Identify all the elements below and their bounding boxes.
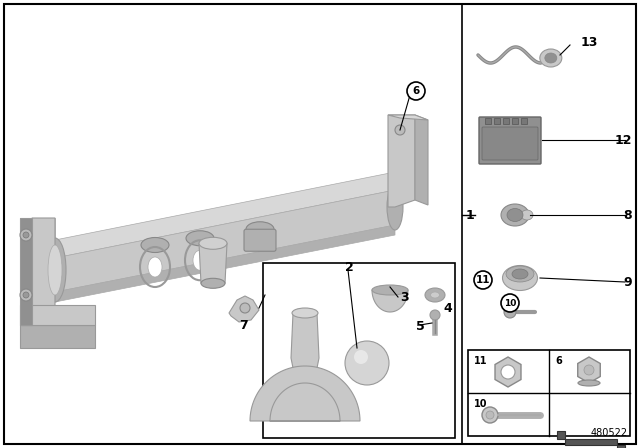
Ellipse shape xyxy=(425,288,445,302)
Text: 12: 12 xyxy=(614,134,632,146)
Ellipse shape xyxy=(199,237,227,249)
Circle shape xyxy=(20,289,32,301)
FancyBboxPatch shape xyxy=(244,229,276,251)
Ellipse shape xyxy=(506,266,534,282)
Polygon shape xyxy=(55,225,395,302)
FancyBboxPatch shape xyxy=(479,117,541,164)
Text: 11: 11 xyxy=(474,356,488,366)
Polygon shape xyxy=(32,218,55,330)
FancyBboxPatch shape xyxy=(482,127,538,160)
FancyBboxPatch shape xyxy=(4,4,636,444)
Text: 4: 4 xyxy=(443,302,452,314)
Polygon shape xyxy=(388,115,428,120)
Circle shape xyxy=(501,365,515,379)
Ellipse shape xyxy=(48,245,62,295)
Polygon shape xyxy=(372,290,408,312)
FancyBboxPatch shape xyxy=(263,263,455,438)
Circle shape xyxy=(20,229,32,241)
Text: 10: 10 xyxy=(504,298,516,307)
Circle shape xyxy=(504,306,516,318)
Circle shape xyxy=(584,365,594,375)
Text: 6: 6 xyxy=(412,86,420,96)
FancyBboxPatch shape xyxy=(494,118,500,124)
Circle shape xyxy=(395,125,405,135)
Ellipse shape xyxy=(507,208,523,221)
Polygon shape xyxy=(55,190,395,292)
Polygon shape xyxy=(229,296,259,322)
Text: 2: 2 xyxy=(344,260,353,273)
Text: 13: 13 xyxy=(580,35,598,48)
Polygon shape xyxy=(20,305,95,325)
Circle shape xyxy=(345,341,389,385)
Circle shape xyxy=(482,407,498,423)
Ellipse shape xyxy=(540,49,562,67)
Ellipse shape xyxy=(148,257,162,277)
Polygon shape xyxy=(557,431,625,448)
Circle shape xyxy=(474,271,492,289)
FancyBboxPatch shape xyxy=(503,118,509,124)
Polygon shape xyxy=(277,373,333,413)
Ellipse shape xyxy=(387,184,403,230)
Ellipse shape xyxy=(501,204,529,226)
Polygon shape xyxy=(291,313,319,378)
FancyBboxPatch shape xyxy=(521,118,527,124)
Text: 3: 3 xyxy=(400,290,408,303)
Polygon shape xyxy=(55,172,395,258)
Ellipse shape xyxy=(201,278,225,289)
Polygon shape xyxy=(388,115,415,207)
Circle shape xyxy=(23,232,29,238)
Polygon shape xyxy=(199,243,227,283)
Text: 10: 10 xyxy=(474,399,488,409)
Text: 11: 11 xyxy=(476,275,490,285)
Polygon shape xyxy=(20,218,32,325)
FancyBboxPatch shape xyxy=(485,118,491,124)
FancyBboxPatch shape xyxy=(468,350,630,436)
Text: 8: 8 xyxy=(623,208,632,221)
Circle shape xyxy=(430,310,440,320)
Ellipse shape xyxy=(372,285,408,295)
FancyBboxPatch shape xyxy=(512,118,518,124)
Polygon shape xyxy=(250,366,360,421)
Polygon shape xyxy=(20,325,95,348)
Ellipse shape xyxy=(578,380,600,386)
Circle shape xyxy=(407,82,425,100)
Text: 1: 1 xyxy=(465,208,474,221)
Ellipse shape xyxy=(141,237,169,253)
Circle shape xyxy=(23,292,29,298)
Ellipse shape xyxy=(512,269,528,279)
Ellipse shape xyxy=(502,266,538,290)
Circle shape xyxy=(486,411,494,419)
Circle shape xyxy=(501,294,519,312)
Ellipse shape xyxy=(521,210,533,220)
Text: 6: 6 xyxy=(555,356,562,366)
Text: 5: 5 xyxy=(415,319,424,332)
Circle shape xyxy=(354,350,368,364)
Ellipse shape xyxy=(186,231,214,246)
Ellipse shape xyxy=(545,53,557,63)
Ellipse shape xyxy=(246,222,274,237)
Circle shape xyxy=(240,303,250,313)
Ellipse shape xyxy=(292,308,318,318)
Text: 7: 7 xyxy=(239,319,248,332)
Text: 480522: 480522 xyxy=(591,428,628,438)
Ellipse shape xyxy=(431,292,440,298)
Text: 9: 9 xyxy=(623,276,632,289)
Polygon shape xyxy=(415,115,428,205)
Ellipse shape xyxy=(44,238,66,302)
Ellipse shape xyxy=(193,250,207,270)
Polygon shape xyxy=(20,218,55,265)
